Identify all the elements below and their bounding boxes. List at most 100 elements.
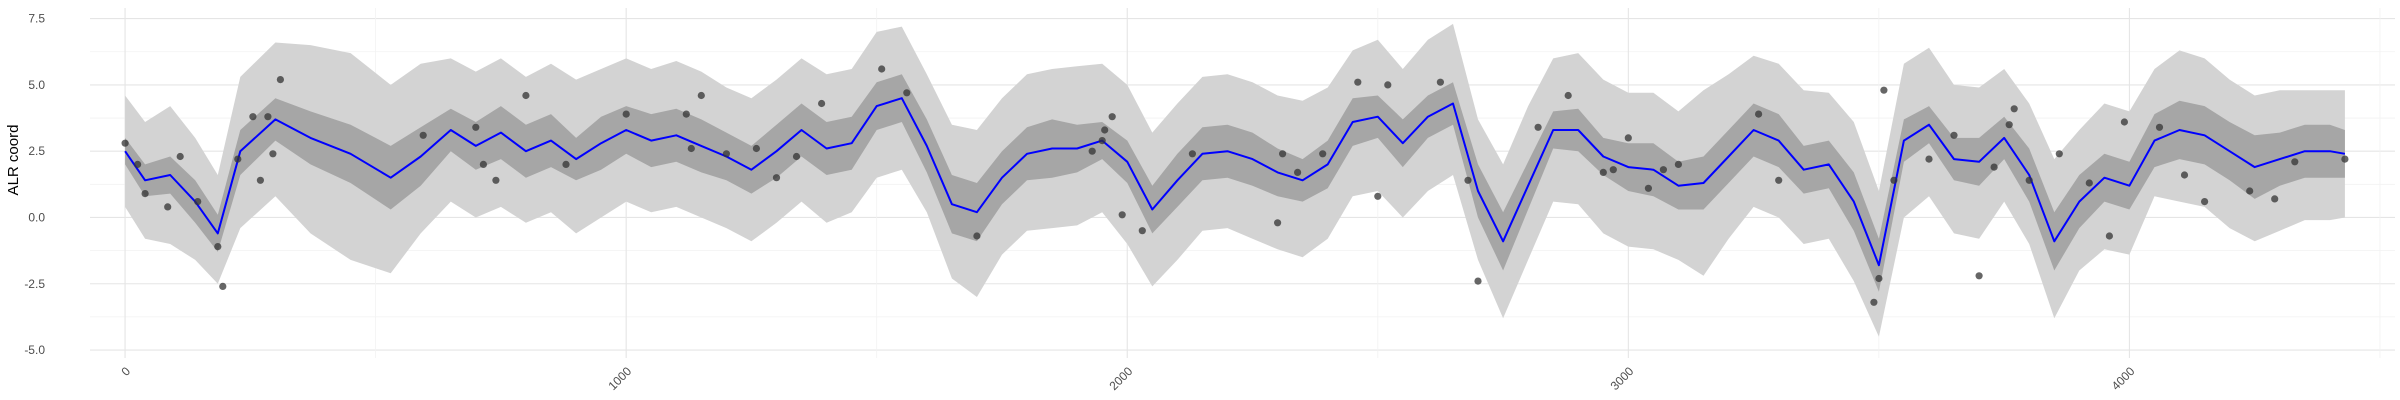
x-axis-tick-labels: 0 1000 2000 3000 4000	[119, 364, 2138, 393]
y-tick-label: 2.5	[28, 144, 45, 158]
x-tick-label: 0	[119, 364, 134, 379]
data-point	[1644, 184, 1652, 192]
y-tick-label: 7.5	[28, 12, 45, 26]
data-point	[472, 123, 480, 131]
data-point	[1925, 155, 1933, 163]
data-point	[2291, 158, 2299, 166]
data-point	[1564, 91, 1572, 100]
data-point	[697, 91, 705, 100]
data-point	[1474, 277, 1482, 285]
outer-band-area	[125, 23, 2345, 337]
x-tick-label: 4000	[2109, 364, 2138, 393]
data-point	[219, 282, 227, 290]
data-point	[1098, 137, 1106, 145]
data-point	[1319, 150, 1327, 158]
data-point	[722, 150, 731, 158]
y-axis-tick-labels: -5.0 -2.5 0.0 2.5 5.0 7.5	[24, 12, 45, 357]
y-tick-label: -5.0	[24, 343, 45, 357]
x-tick-label: 2000	[1107, 364, 1136, 393]
data-point	[2010, 105, 2018, 113]
data-point	[2180, 171, 2189, 179]
data-point	[1274, 219, 1282, 227]
data-point	[1609, 166, 1617, 174]
data-point	[276, 76, 284, 84]
data-point	[1294, 168, 1302, 176]
mean-line	[124, 97, 2346, 267]
data-point	[2105, 232, 2113, 240]
data-point	[1101, 126, 1109, 134]
data-point	[2120, 118, 2128, 126]
outer-credible-band	[125, 23, 2345, 337]
data-point	[2155, 123, 2164, 131]
data-point	[2085, 179, 2093, 187]
data-point	[2201, 198, 2209, 206]
data-point	[141, 190, 149, 198]
data-point	[1599, 168, 1607, 176]
data-point	[1374, 192, 1382, 200]
data-point	[878, 65, 886, 73]
data-point	[903, 89, 911, 97]
x-tick-label: 1000	[605, 364, 634, 393]
data-point	[492, 176, 500, 184]
data-point	[264, 113, 272, 121]
data-point	[2246, 187, 2254, 195]
data-point	[792, 152, 801, 161]
data-point	[1464, 176, 1472, 184]
data-point	[194, 198, 202, 206]
data-point	[214, 243, 222, 251]
observed-points	[121, 65, 2349, 306]
data-point	[1188, 150, 1196, 158]
data-point	[562, 160, 570, 168]
x-tick-label: 3000	[1608, 364, 1637, 393]
data-point	[134, 160, 142, 168]
data-point	[1975, 272, 1983, 280]
data-point	[682, 110, 690, 118]
data-point	[1088, 147, 1096, 155]
data-point	[522, 91, 530, 100]
data-point	[256, 176, 264, 184]
data-point	[1775, 176, 1783, 184]
data-point	[1534, 123, 1542, 131]
data-point	[973, 232, 981, 240]
data-point	[234, 155, 242, 163]
data-point	[1279, 150, 1287, 158]
inner-band-area	[125, 74, 2345, 292]
data-point	[1674, 160, 1682, 168]
data-point	[2271, 195, 2279, 203]
data-point	[164, 203, 172, 211]
y-axis-title: ALR coord	[5, 125, 22, 196]
y-tick-label: 0.0	[28, 210, 45, 224]
data-point	[1875, 274, 1883, 283]
data-point	[1436, 78, 1444, 86]
data-point	[2055, 150, 2063, 158]
data-point	[1108, 113, 1116, 121]
data-point	[479, 160, 487, 168]
data-point	[772, 174, 781, 182]
data-point	[1659, 166, 1667, 174]
data-point	[2025, 176, 2033, 184]
data-point	[1624, 134, 1632, 142]
data-point	[818, 99, 826, 108]
data-point	[176, 152, 184, 161]
data-point	[1890, 176, 1898, 184]
data-point	[1755, 110, 1763, 118]
mean-line-group	[124, 97, 2346, 267]
data-point	[249, 113, 257, 121]
data-point	[1138, 227, 1146, 235]
data-point	[2005, 121, 2013, 129]
data-point	[2341, 155, 2349, 163]
data-point	[1118, 211, 1126, 219]
data-point	[269, 150, 277, 158]
data-point	[752, 144, 761, 153]
y-tick-label: 5.0	[28, 78, 45, 92]
data-point	[419, 131, 427, 139]
data-point	[1384, 81, 1392, 89]
data-point	[1354, 78, 1362, 86]
data-point	[1990, 163, 1998, 171]
data-point	[1950, 131, 1958, 139]
inner-credible-band	[125, 74, 2345, 292]
data-point	[1880, 86, 1888, 94]
data-point	[121, 139, 129, 147]
data-point	[1870, 298, 1878, 306]
